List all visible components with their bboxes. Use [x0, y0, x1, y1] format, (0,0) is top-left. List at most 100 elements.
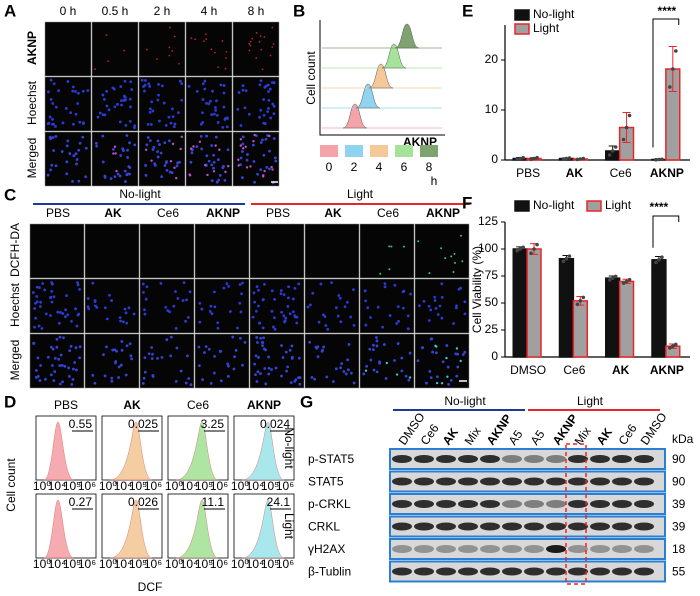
cell [33, 325, 36, 329]
band [568, 500, 588, 508]
cell [258, 83, 262, 87]
histogram [43, 499, 75, 559]
blot [389, 448, 666, 470]
cell [37, 324, 41, 328]
band [458, 500, 478, 508]
cell [225, 50, 228, 53]
significance: **** [658, 4, 677, 18]
cell [40, 327, 44, 330]
cell [252, 140, 255, 143]
cell [383, 282, 387, 286]
cell [338, 296, 342, 300]
cell [169, 26, 171, 29]
cell [171, 142, 175, 146]
data-point [621, 281, 626, 285]
cell [207, 159, 211, 163]
cell [210, 179, 214, 183]
x-tick-label: 10⁴ [246, 479, 265, 493]
cell [269, 116, 273, 120]
cell [239, 336, 242, 340]
histogram [241, 421, 285, 481]
legend-swatch [514, 9, 530, 21]
band [590, 455, 610, 463]
cell [143, 89, 146, 93]
cell [427, 304, 431, 308]
cell [149, 107, 152, 111]
cell [129, 354, 133, 358]
band [524, 567, 544, 576]
gate-value: 0.27 [69, 495, 93, 509]
cell [173, 122, 177, 126]
column-label: AK [104, 206, 122, 220]
x-tick-label: 10⁵ [63, 479, 81, 493]
cell [346, 368, 350, 372]
column-label: PBS [46, 206, 70, 220]
bar [651, 259, 667, 358]
cell [259, 108, 263, 112]
cell [158, 143, 161, 146]
cell [285, 369, 288, 373]
cell [274, 366, 278, 370]
band [392, 545, 412, 553]
band [480, 567, 500, 576]
cell [163, 164, 167, 167]
cell [280, 310, 284, 314]
cell [251, 37, 254, 40]
cell [344, 372, 348, 376]
cell [105, 317, 109, 321]
cell [171, 107, 174, 111]
cell [58, 382, 62, 386]
cell [282, 314, 286, 318]
cell [233, 355, 236, 359]
cell [393, 283, 397, 287]
micrograph [249, 223, 305, 279]
micrograph [194, 223, 250, 279]
cell [51, 102, 55, 105]
cell [176, 161, 180, 165]
cell [266, 83, 270, 87]
cell [293, 314, 297, 318]
band [458, 455, 478, 463]
cell [71, 85, 75, 89]
group-label: No-light [444, 394, 486, 408]
cell [57, 321, 61, 325]
cell [255, 57, 258, 59]
y-tick-label: 100 [478, 241, 498, 255]
cell [75, 158, 79, 161]
cell [372, 343, 375, 347]
cell [400, 356, 404, 360]
cell [241, 176, 244, 180]
cell [257, 304, 260, 308]
x-tick-label: 10⁴ [114, 479, 133, 493]
cell [156, 356, 159, 360]
cell [271, 26, 274, 29]
band [568, 522, 588, 531]
cell [428, 272, 431, 275]
band [392, 522, 412, 531]
histogram [381, 43, 407, 69]
x-tick-label: 10⁶ [210, 557, 228, 571]
cell [251, 315, 255, 319]
cell [388, 245, 391, 248]
x-tick-label: 10⁵ [261, 557, 279, 571]
histogram [394, 23, 420, 49]
cell [255, 380, 259, 383]
row-label: DCFH-DA [8, 223, 22, 277]
cell [95, 306, 99, 309]
cell [71, 89, 75, 93]
cell [128, 342, 132, 346]
cell [51, 117, 54, 121]
cell [239, 138, 243, 141]
cell [53, 356, 57, 360]
cell [81, 135, 85, 139]
cell [261, 68, 264, 71]
x-tick-label: 10⁶ [78, 557, 96, 571]
histogram [355, 83, 381, 109]
data-point [660, 255, 664, 260]
cell [125, 321, 129, 325]
cell [168, 46, 171, 49]
cell [50, 282, 54, 286]
cell [46, 355, 50, 359]
cell [420, 346, 424, 350]
cell [115, 169, 118, 173]
